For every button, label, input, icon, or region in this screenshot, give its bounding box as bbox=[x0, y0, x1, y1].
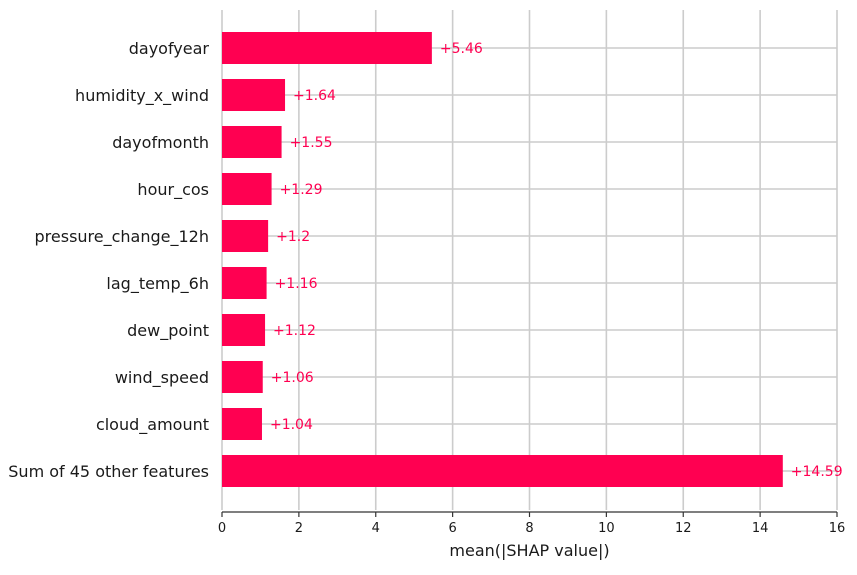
x-tick-label: 4 bbox=[372, 521, 380, 536]
x-tick-label: 8 bbox=[525, 521, 533, 536]
x-tick-label: 14 bbox=[752, 521, 769, 536]
bar-value-label: +14.59 bbox=[791, 464, 843, 480]
feature-label: Sum of 45 other features bbox=[8, 462, 209, 481]
bar bbox=[222, 173, 272, 205]
feature-label: cloud_amount bbox=[96, 415, 209, 435]
bar bbox=[222, 361, 263, 393]
bar-value-label: +1.55 bbox=[290, 135, 333, 151]
bar bbox=[222, 126, 282, 158]
feature-label: wind_speed bbox=[115, 368, 209, 388]
bar-value-label: +1.06 bbox=[271, 370, 314, 386]
feature-label: pressure_change_12h bbox=[35, 227, 210, 247]
x-axis: 0 2 4 6 8 10 12 14 16 bbox=[218, 511, 846, 536]
bar-value-label: +1.12 bbox=[273, 323, 316, 339]
x-tick-label: 2 bbox=[295, 521, 303, 536]
bar-value-label: +1.64 bbox=[293, 88, 336, 104]
bar-value-label: +5.46 bbox=[440, 41, 483, 57]
bar-value-label: +1.04 bbox=[270, 417, 313, 433]
bar bbox=[222, 32, 432, 64]
x-tick-label: 10 bbox=[598, 521, 615, 536]
bar-layer bbox=[222, 32, 783, 487]
bar bbox=[222, 314, 266, 346]
feature-label: hour_cos bbox=[137, 180, 209, 200]
x-tick-label: 12 bbox=[675, 521, 692, 536]
bar-value-label: +1.2 bbox=[276, 229, 310, 245]
bar bbox=[222, 79, 286, 111]
feature-label: dayofmonth bbox=[112, 133, 209, 152]
bar-value-label: +1.29 bbox=[280, 182, 323, 198]
x-tick-label: 6 bbox=[448, 521, 456, 536]
feature-label: dew_point bbox=[127, 321, 209, 341]
bar bbox=[222, 220, 269, 252]
bar bbox=[222, 408, 262, 440]
x-axis-title: mean(|SHAP value|) bbox=[449, 541, 609, 560]
bar-value-label: +1.16 bbox=[275, 276, 318, 292]
feature-label: dayofyear bbox=[129, 39, 210, 58]
bar bbox=[222, 455, 783, 487]
label-layer: +5.46 dayofyear +1.64 humidity_x_wind +1.55 d… bbox=[8, 39, 842, 481]
x-tick-label: 16 bbox=[829, 521, 846, 536]
feature-label: lag_temp_6h bbox=[106, 274, 209, 294]
feature-label: humidity_x_wind bbox=[75, 86, 209, 106]
x-tick-label: 0 bbox=[218, 521, 226, 536]
grid-layer bbox=[221, 10, 838, 510]
bar bbox=[222, 267, 267, 299]
